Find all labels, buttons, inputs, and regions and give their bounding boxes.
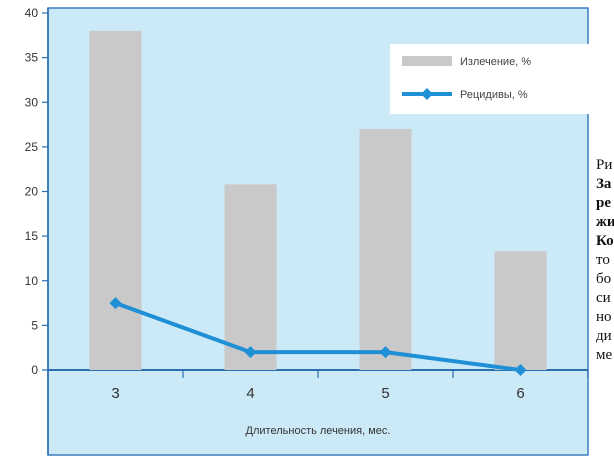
bar [89,30,142,370]
legend-label: Рецидивы, % [460,89,528,101]
legend-box [390,44,600,114]
caption-line: то [596,252,610,268]
y-tick-label: 25 [25,140,39,154]
line-point [514,364,527,376]
y-tick-label: 15 [25,229,39,243]
line-point [379,346,392,359]
y-tick-label: 40 [25,6,39,20]
x-tick-label: 3 [111,385,119,402]
legend-swatch-bar [402,56,452,66]
line-series [114,301,521,372]
y-tick-label: 20 [25,185,39,199]
caption-line: бо [596,271,612,287]
bar [494,251,547,370]
line-point [109,297,122,310]
y-tick-label: 0 [31,363,38,377]
caption-line: си [596,290,611,306]
caption-line: Ко [596,233,614,249]
caption-line: За [596,176,612,192]
x-tick-label: 4 [246,385,254,402]
caption-line: Ри [596,157,613,173]
y-tick-label: 5 [31,318,38,332]
caption-line: но [596,309,612,325]
line-point [244,346,257,359]
caption-line: жи [596,214,614,230]
legend-label: Излечение, % [460,56,531,68]
y-tick-label: 10 [25,274,39,288]
caption-line: ме [596,347,613,363]
legend-swatch-marker [421,88,433,100]
y-tick-label: 30 [25,95,39,109]
x-axis-label: Длительность лечения, мес. [246,425,391,437]
y-tick-label: 35 [25,51,39,65]
x-tick-label: 6 [516,385,524,402]
caption-line: ре [596,195,611,211]
x-tick-label: 5 [381,385,389,402]
figure-caption-fragment: Ри За ре жи Ко то бо си но ди ме [596,156,614,365]
bar [359,129,412,370]
caption-line: ди [596,328,612,344]
bar [224,184,277,370]
